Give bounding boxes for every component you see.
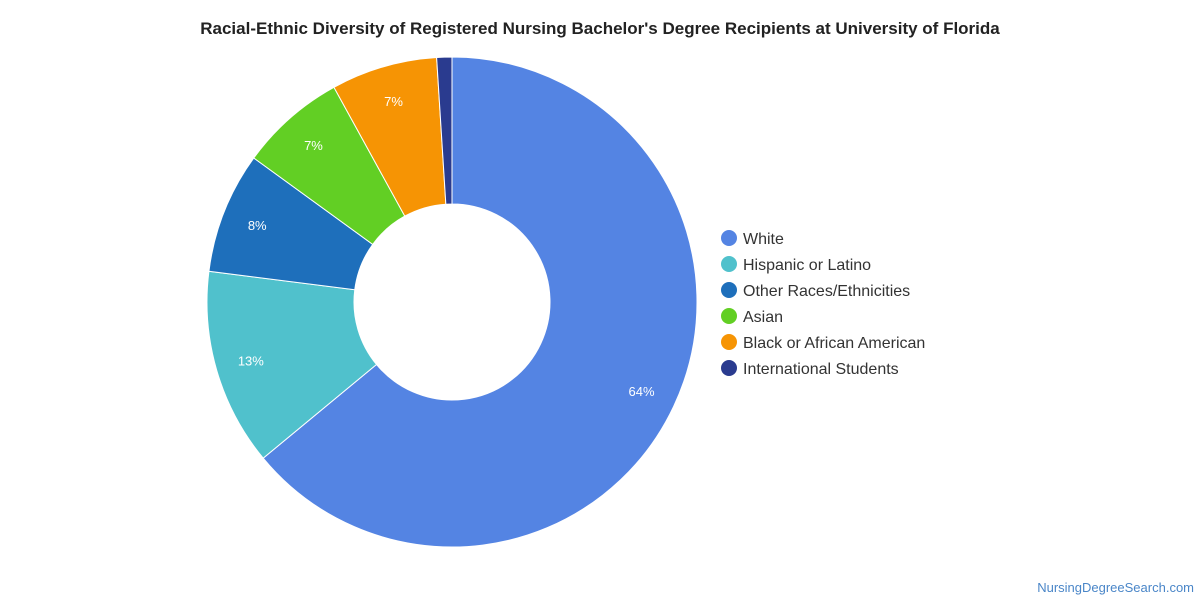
legend-label: Asian [743,309,783,326]
slice-labels: 64% 13% 8% 7% 7% [238,94,655,399]
legend-label: Black or African American [743,335,925,352]
legend-label: Other Races/Ethnicities [743,283,910,300]
slice-label-white: 64% [629,384,655,399]
slice-label-black-or-african-american: 7% [384,94,403,109]
legend-swatch [721,360,737,376]
slice-label-other-races-ethnicities: 8% [248,218,267,233]
legend-label: Hispanic or Latino [743,257,871,274]
slice-white[interactable] [262,56,698,548]
legend-item-other-races-ethnicities[interactable]: Other Races/Ethnicities [721,282,910,300]
chart-title: Racial-Ethnic Diversity of Registered Nu… [200,19,1000,38]
slices [206,56,698,548]
legend-swatch [721,256,737,272]
legend-item-white[interactable]: White [721,230,784,248]
slice-label-asian: 7% [304,138,323,153]
legend-label: White [743,231,784,248]
legend-item-black-or-african-american[interactable]: Black or African American [721,334,925,352]
legend-swatch [721,308,737,324]
slice-international-students[interactable] [436,56,453,205]
legend-swatch [721,334,737,350]
legend-swatch [721,230,737,246]
legend-item-international-students[interactable]: International Students [721,360,899,378]
legend-swatch [721,282,737,298]
slice-hispanic-or-latino[interactable] [206,270,378,459]
legend-label: International Students [743,361,899,378]
slice-label-hispanic-or-latino: 13% [238,353,264,368]
watermark-text[interactable]: NursingDegreeSearch.com [1037,580,1194,595]
legend-item-asian[interactable]: Asian [721,308,783,326]
legend-item-hispanic-or-latino[interactable]: Hispanic or Latino [721,256,871,274]
legend: White Hispanic or Latino Other Races/Ethni… [721,230,925,378]
